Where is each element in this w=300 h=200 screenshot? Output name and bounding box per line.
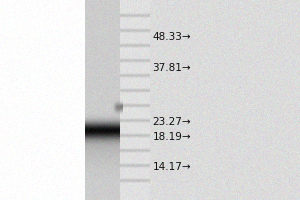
Text: 18.19→: 18.19→ xyxy=(152,132,191,142)
Text: 37.81→: 37.81→ xyxy=(152,63,191,73)
Text: 14.17→: 14.17→ xyxy=(152,162,191,172)
Text: 48.33→: 48.33→ xyxy=(152,32,191,42)
Text: 23.27→: 23.27→ xyxy=(152,117,191,127)
